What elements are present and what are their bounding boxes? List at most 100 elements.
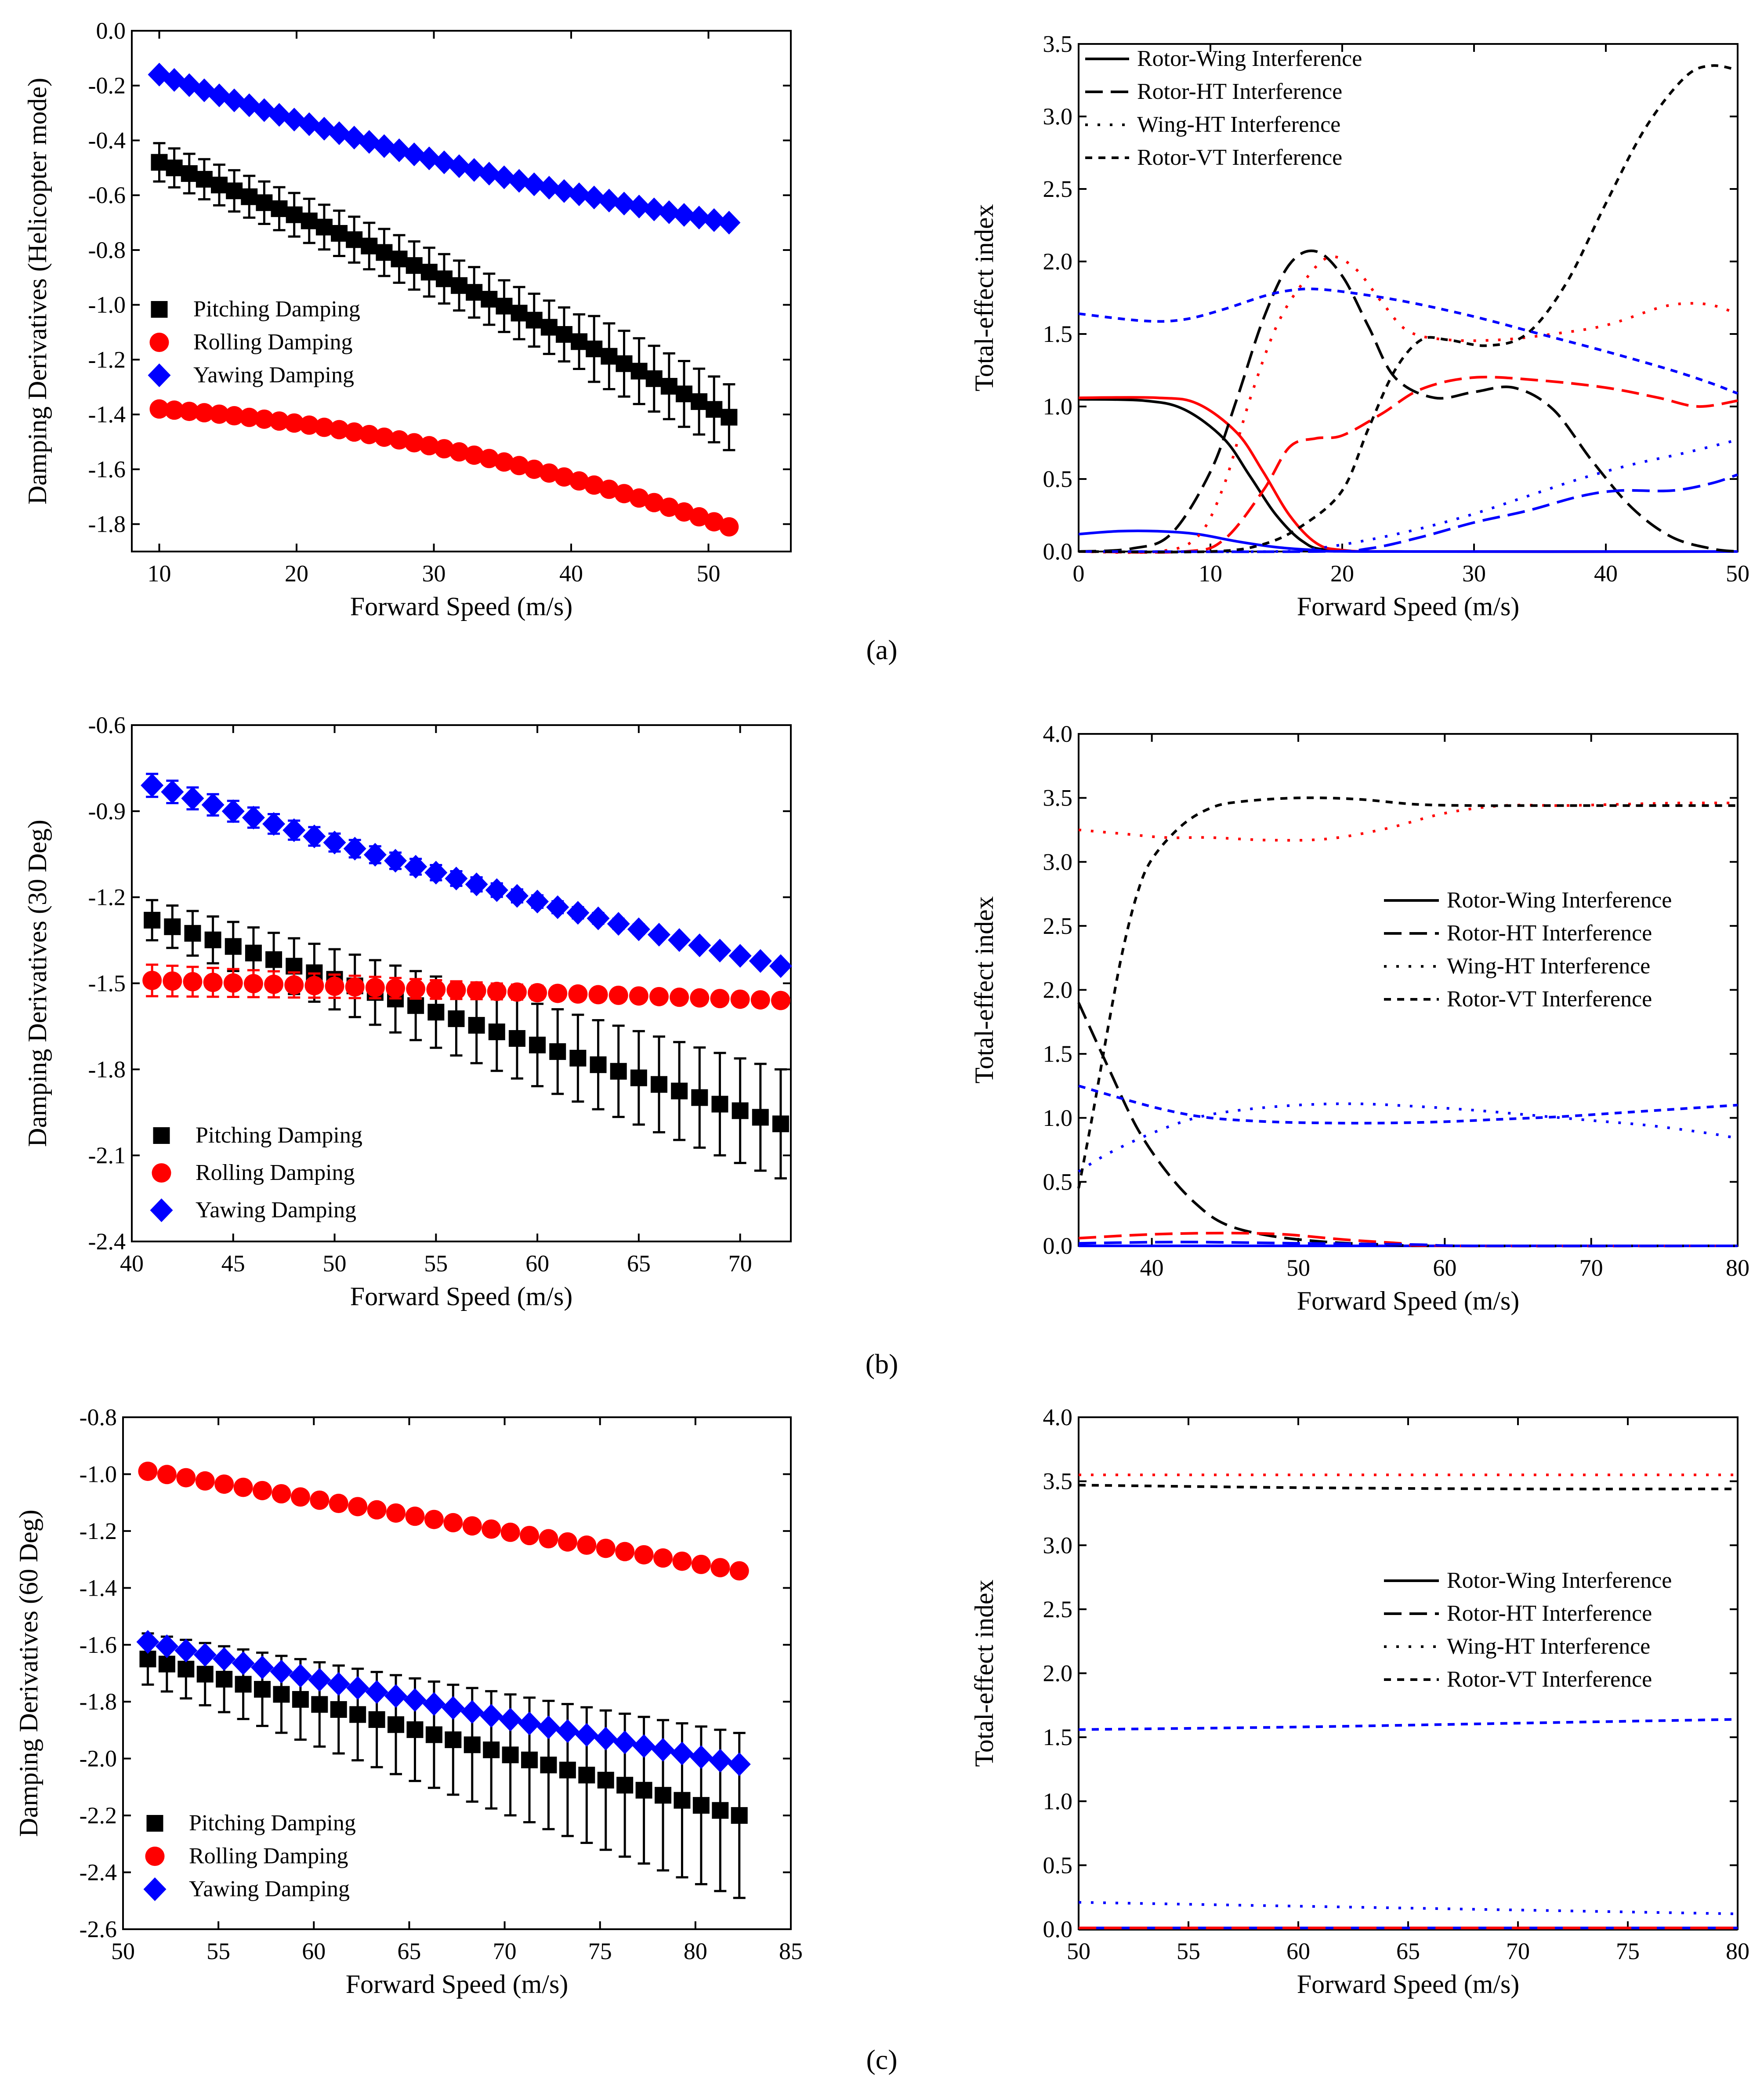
x-tick-label: 40 [1594,560,1618,587]
legend-marker-rolling-damping [152,1163,171,1183]
data-point [299,415,319,435]
x-tick-label: 55 [1177,1938,1200,1964]
data-point [262,812,286,836]
data-point [488,1023,505,1041]
data-point [586,340,603,357]
y-tick-label: -1.8 [88,511,126,537]
data-point [598,189,621,213]
data-point [644,493,664,512]
data-point [520,1526,540,1546]
data-point [690,988,710,1008]
data-point [548,984,568,1003]
data-point [691,1089,708,1106]
data-point [273,1686,290,1703]
data-point [346,1676,369,1700]
x-tick-label: 60 [1286,1938,1310,1964]
y-axis-label: Damping Derivatives (60 Deg) [14,1510,43,1837]
data-point [607,912,630,936]
data-point [616,1777,634,1794]
data-point [330,1701,347,1718]
data-point [509,456,529,475]
data-point [613,1730,637,1754]
data-point [670,1741,694,1765]
data-point [374,427,394,447]
y-tick-label: 4.0 [1043,721,1073,747]
data-point [195,1471,215,1491]
data-point [750,990,770,1010]
y-tick-label: 0.0 [1043,1916,1073,1942]
data-point [251,1655,274,1680]
data-point [627,917,650,941]
data-point [521,1751,538,1768]
x-tick-label: 50 [111,1938,135,1964]
x-tick-label: 60 [525,1250,549,1277]
data-point [588,985,608,1005]
series-line-rotor-vt-interference-black [1078,64,1738,554]
y-tick-label: 3.0 [1043,1532,1073,1558]
data-point [711,1096,728,1113]
data-point [502,1746,519,1764]
data-point [587,906,610,930]
data-point [391,250,408,268]
data-point [311,1696,328,1713]
x-tick-label: 40 [120,1250,144,1277]
data-point [443,1513,463,1532]
data-point [507,982,527,1002]
data-point [226,182,243,200]
data-point [384,1684,408,1708]
data-point [710,1558,730,1578]
data-point [359,425,379,444]
data-point [144,911,161,929]
x-tick-label: 30 [1462,560,1486,587]
y-tick-label: -2.1 [88,1142,126,1169]
y-tick-label: 2.0 [1043,977,1073,1003]
data-point [526,889,549,914]
data-point [465,872,488,896]
x-tick-label: 80 [1726,1255,1750,1281]
data-point [449,442,469,462]
data-point [142,970,162,990]
data-point [225,938,242,955]
data-point [424,1510,444,1529]
data-point [575,1723,598,1747]
chart-a-right-total-effect-index: 0 10 20 30 40 50 0.0 0.5 1.0 1.5 2.0 2.5 3.0 3.5 Forwa… [970,31,1750,621]
data-point [614,484,634,504]
data-point [463,158,486,182]
series-line-rotor-ht-interference-red [1078,376,1738,554]
data-point [419,436,439,456]
data-point [692,1797,710,1814]
y-axis-label: Damping Derivatives (Helicopter mode) [23,78,52,504]
data-point [446,980,466,1000]
data-point [730,989,750,1009]
y-tick-label: 1.5 [1043,321,1073,347]
series-line-wing-ht-interference-blue [1078,438,1738,553]
data-point [481,290,498,308]
y-tick-label: -0.4 [88,127,126,153]
y-tick-label: -1.2 [88,884,126,911]
data-point [164,918,181,935]
chart-b-right-total-effect-index: 40 50 60 70 80 0.0 0.5 1.0 1.5 2.0 2.5 3.0 3.5 4.0 For… [970,721,1750,1315]
data-point [496,298,513,315]
data-point [597,1771,614,1789]
legend-marker-yawing-damping [150,1198,173,1222]
data-point [181,786,204,810]
data-point [688,933,711,958]
x-tick-label: 70 [1579,1255,1603,1281]
data-point [771,991,790,1010]
legend-marker-pitching-damping [146,1815,163,1832]
y-tick-label: 0.0 [96,18,126,44]
x-tick-label: 55 [206,1938,230,1964]
data-point [468,1017,485,1034]
legend-label-wing-ht-interference: Wing-HT Interference [1447,954,1650,979]
series-yawing-damping [148,62,741,235]
x-tick-label: 50 [1726,560,1750,587]
data-point [540,1757,557,1774]
data-point [485,878,508,902]
data-point [577,1535,597,1555]
y-axis-label: Total-effect index [970,896,999,1083]
data-point [525,312,543,329]
data-point [615,1542,635,1561]
panel-label-c: (c) [866,2044,897,2075]
data-point [655,1787,672,1804]
data-point [632,1734,656,1758]
